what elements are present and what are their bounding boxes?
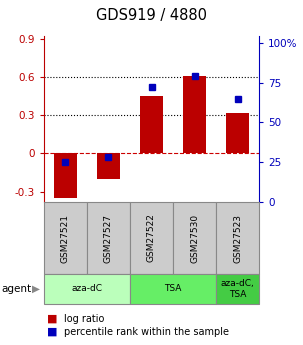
Text: ▶: ▶ bbox=[32, 284, 40, 294]
Text: aza-dC,
TSA: aza-dC, TSA bbox=[221, 279, 255, 299]
Text: ■: ■ bbox=[47, 327, 58, 337]
Bar bbox=[54, 154, 77, 198]
Text: GSM27521: GSM27521 bbox=[61, 214, 70, 263]
Text: TSA: TSA bbox=[164, 284, 182, 294]
Text: agent: agent bbox=[2, 284, 32, 294]
Text: GDS919 / 4880: GDS919 / 4880 bbox=[96, 8, 207, 23]
Bar bbox=[226, 113, 249, 154]
Text: GSM27522: GSM27522 bbox=[147, 214, 156, 263]
Text: GSM27523: GSM27523 bbox=[233, 214, 242, 263]
Text: GSM27527: GSM27527 bbox=[104, 214, 113, 263]
Text: percentile rank within the sample: percentile rank within the sample bbox=[64, 327, 229, 337]
Text: log ratio: log ratio bbox=[64, 314, 104, 324]
Text: ■: ■ bbox=[47, 314, 58, 324]
Text: GSM27530: GSM27530 bbox=[190, 214, 199, 263]
Bar bbox=[183, 76, 206, 154]
Bar bbox=[140, 96, 163, 154]
Bar bbox=[97, 154, 120, 179]
Text: aza-dC: aza-dC bbox=[72, 284, 102, 294]
